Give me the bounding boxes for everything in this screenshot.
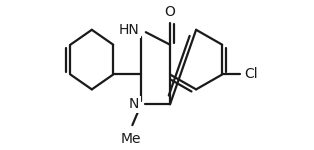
Text: N: N bbox=[129, 97, 139, 111]
Text: Cl: Cl bbox=[245, 68, 258, 81]
Text: HN: HN bbox=[119, 23, 139, 37]
Text: Me: Me bbox=[121, 132, 141, 146]
Text: O: O bbox=[165, 5, 176, 19]
